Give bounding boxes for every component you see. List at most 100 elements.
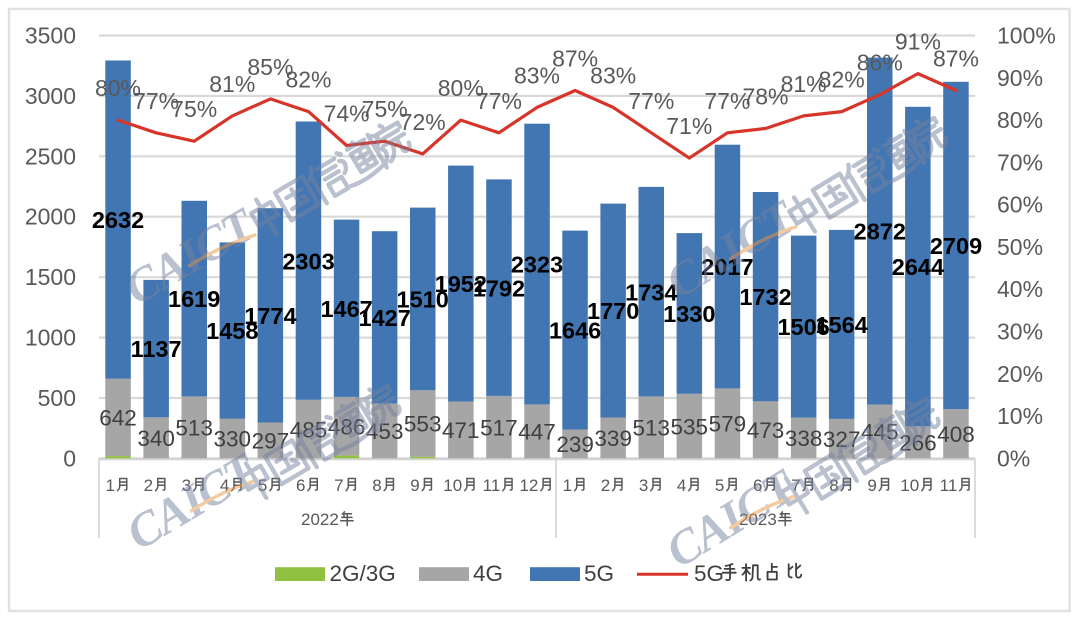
svg-text:86%: 86% (857, 50, 903, 76)
svg-text:1500: 1500 (25, 264, 76, 290)
svg-text:77%: 77% (133, 88, 179, 114)
svg-text:11: 11 (940, 476, 958, 495)
svg-text:70%: 70% (997, 149, 1043, 175)
svg-text:1792: 1792 (473, 275, 525, 301)
svg-text:2500: 2500 (25, 143, 76, 169)
svg-text:340: 340 (137, 426, 175, 451)
svg-text:60%: 60% (997, 192, 1043, 218)
svg-text:1732: 1732 (739, 284, 791, 310)
svg-text:9: 9 (410, 476, 419, 495)
svg-text:83%: 83% (590, 62, 636, 88)
svg-text:2632: 2632 (92, 207, 144, 233)
svg-text:500: 500 (38, 385, 76, 411)
svg-text:81%: 81% (781, 71, 827, 97)
svg-text:2872: 2872 (854, 219, 906, 245)
svg-text:4G: 4G (473, 561, 503, 586)
svg-text:2G/3G: 2G/3G (330, 561, 396, 586)
svg-text:91%: 91% (895, 29, 941, 55)
svg-text:1774: 1774 (244, 303, 296, 329)
svg-text:5: 5 (715, 476, 724, 495)
svg-text:4: 4 (677, 476, 686, 495)
svg-text:87%: 87% (933, 46, 979, 72)
svg-text:2: 2 (601, 476, 610, 495)
svg-text:473: 473 (747, 418, 785, 443)
svg-text:30%: 30% (997, 319, 1043, 345)
svg-text:0%: 0% (997, 445, 1030, 471)
svg-text:1952: 1952 (435, 271, 487, 297)
svg-text:513: 513 (633, 416, 671, 441)
svg-text:1564: 1564 (816, 312, 868, 338)
svg-text:1137: 1137 (131, 336, 182, 362)
svg-text:408: 408 (937, 422, 975, 447)
svg-text:3: 3 (182, 476, 191, 495)
svg-text:471: 471 (442, 418, 480, 443)
svg-text:2644: 2644 (892, 254, 944, 280)
svg-text:50%: 50% (997, 234, 1043, 260)
svg-text:642: 642 (99, 406, 137, 431)
svg-text:75%: 75% (362, 96, 408, 122)
svg-text:80%: 80% (95, 75, 141, 101)
svg-text:297: 297 (252, 429, 290, 454)
svg-text:9: 9 (867, 476, 876, 495)
svg-text:11: 11 (483, 476, 501, 495)
svg-text:75%: 75% (171, 96, 217, 122)
svg-text:339: 339 (594, 426, 632, 451)
svg-text:239: 239 (556, 432, 594, 457)
svg-text:90%: 90% (997, 65, 1043, 91)
svg-text:77%: 77% (628, 88, 674, 114)
svg-text:80%: 80% (438, 75, 484, 101)
svg-text:85%: 85% (247, 54, 293, 80)
svg-text:2000: 2000 (25, 204, 76, 230)
svg-text:6: 6 (296, 476, 305, 495)
svg-text:80%: 80% (997, 107, 1043, 133)
svg-text:535: 535 (671, 414, 709, 439)
svg-text:2023: 2023 (739, 510, 777, 529)
svg-text:77%: 77% (704, 88, 750, 114)
svg-text:1427: 1427 (359, 305, 411, 331)
svg-text:1467: 1467 (320, 296, 372, 322)
svg-text:338: 338 (785, 426, 823, 451)
svg-text:2: 2 (144, 476, 153, 495)
svg-text:78%: 78% (742, 84, 788, 110)
svg-text:40%: 40% (997, 276, 1043, 302)
svg-text:1734: 1734 (625, 279, 677, 305)
svg-text:5: 5 (258, 476, 267, 495)
svg-text:579: 579 (709, 412, 747, 437)
svg-text:71%: 71% (666, 113, 712, 139)
svg-text:447: 447 (518, 420, 556, 445)
svg-text:77%: 77% (476, 88, 522, 114)
svg-text:20%: 20% (997, 361, 1043, 387)
svg-text:10: 10 (900, 476, 919, 495)
svg-text:1506: 1506 (777, 314, 829, 340)
svg-text:330: 330 (214, 427, 252, 452)
svg-text:1646: 1646 (549, 318, 601, 344)
svg-text:1: 1 (563, 476, 572, 495)
svg-text:83%: 83% (514, 62, 560, 88)
svg-text:10: 10 (443, 476, 462, 495)
svg-text:2323: 2323 (511, 252, 563, 278)
svg-text:1458: 1458 (206, 318, 258, 344)
svg-text:74%: 74% (324, 101, 370, 127)
svg-text:1510: 1510 (397, 286, 449, 312)
svg-text:5G: 5G (694, 561, 724, 586)
svg-text:6: 6 (753, 476, 762, 495)
svg-text:72%: 72% (400, 109, 446, 135)
svg-text:82%: 82% (819, 67, 865, 93)
svg-text:82%: 82% (285, 67, 331, 93)
svg-text:2303: 2303 (282, 248, 334, 274)
svg-text:553: 553 (404, 412, 442, 437)
svg-text:1330: 1330 (663, 301, 715, 327)
svg-text:5G: 5G (584, 561, 614, 586)
svg-text:8: 8 (829, 476, 838, 495)
svg-text:7: 7 (334, 476, 343, 495)
svg-text:2022: 2022 (301, 510, 339, 529)
svg-text:12: 12 (519, 476, 538, 495)
svg-text:100%: 100% (997, 23, 1056, 49)
svg-text:2017: 2017 (701, 254, 753, 280)
svg-text:513: 513 (175, 416, 213, 441)
svg-text:3500: 3500 (25, 23, 76, 49)
svg-text:8: 8 (372, 476, 381, 495)
svg-text:517: 517 (480, 415, 518, 440)
svg-text:1000: 1000 (25, 325, 76, 351)
svg-text:0: 0 (63, 445, 76, 471)
